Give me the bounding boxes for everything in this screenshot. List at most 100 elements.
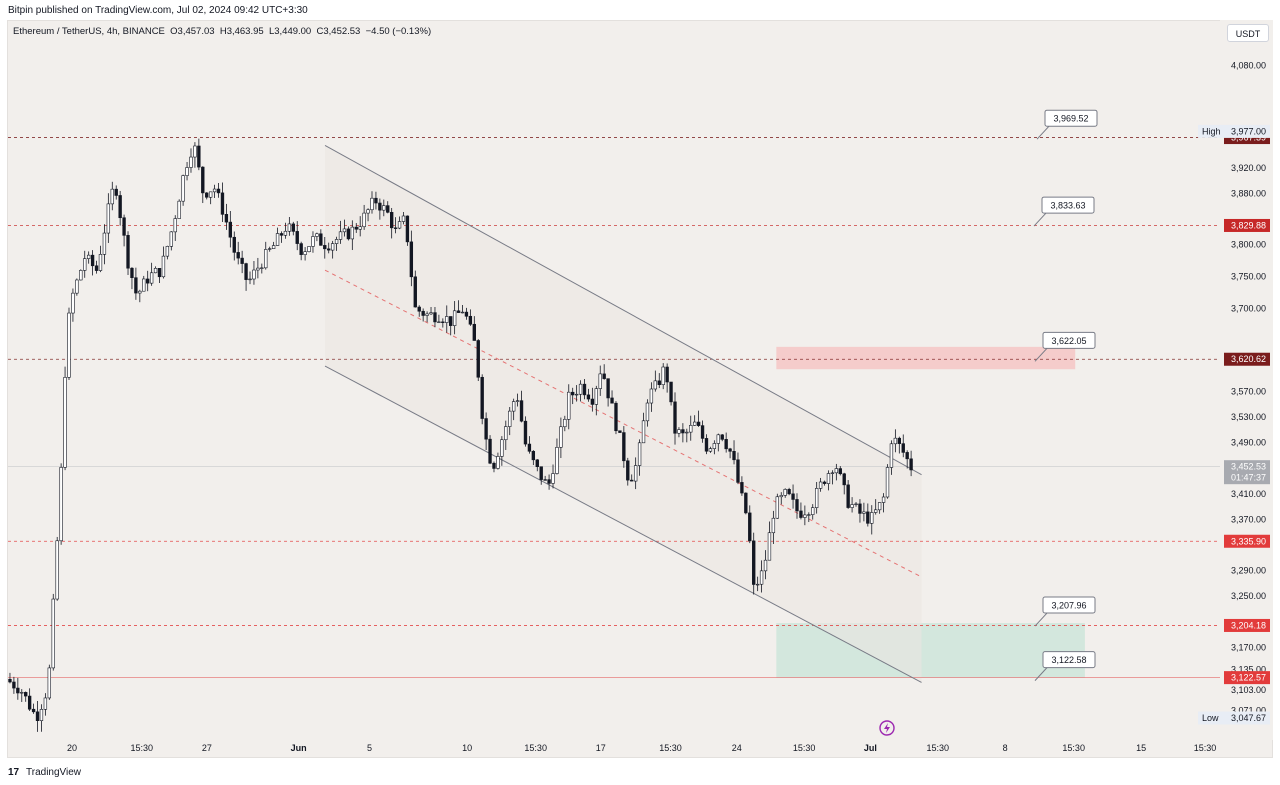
- candle-body: [177, 200, 181, 219]
- candle-body: [236, 252, 240, 259]
- time-tick-label: 8: [1003, 743, 1008, 753]
- candle: [850, 497, 854, 513]
- candle: [641, 412, 646, 444]
- candle-body: [712, 443, 717, 449]
- current-price-bg: [1224, 460, 1270, 485]
- candle: [212, 184, 217, 199]
- level-price-label: 3,122.57: [1231, 673, 1266, 683]
- candle: [382, 199, 386, 217]
- candle-body: [330, 243, 335, 251]
- candle: [295, 221, 299, 251]
- candle-body: [271, 245, 276, 249]
- candle-body: [224, 214, 229, 223]
- tradingview-brand[interactable]: TradingView: [26, 767, 82, 778]
- candle: [71, 288, 75, 322]
- time-tick-label: 15:30: [926, 743, 949, 753]
- candle-body: [295, 231, 299, 244]
- candle: [201, 166, 205, 204]
- candle: [252, 261, 256, 285]
- candle-body: [201, 166, 205, 194]
- candle: [401, 212, 406, 225]
- low-bg: [1198, 711, 1270, 725]
- candle: [614, 401, 618, 435]
- candle: [736, 452, 740, 485]
- candle-body: [197, 145, 201, 168]
- time-tick-label: 17: [596, 743, 606, 753]
- candle: [511, 398, 516, 421]
- candle-body: [429, 312, 433, 315]
- candle: [244, 262, 248, 291]
- candle-body: [86, 254, 91, 259]
- callout-box[interactable]: [1042, 331, 1096, 349]
- candle: [846, 480, 850, 509]
- candle-body: [531, 450, 536, 461]
- level-price-label-bg: [1224, 671, 1270, 685]
- price-tick-label: 3,071.00: [1231, 706, 1266, 716]
- candle-body: [126, 235, 130, 269]
- candle: [386, 201, 390, 214]
- candle: [315, 232, 319, 242]
- callout-box[interactable]: [1041, 196, 1095, 214]
- time-axis[interactable]: 20 15:30 27 Jun 5 10 15:30 17 15:30 24 15:30 Jul 15:…: [67, 743, 1216, 753]
- candle: [488, 435, 492, 465]
- candle: [303, 247, 307, 261]
- candle-body: [842, 473, 846, 486]
- candle-body: [874, 509, 878, 513]
- candle-body: [484, 418, 488, 440]
- candle: [330, 240, 335, 259]
- candle: [767, 521, 772, 561]
- candle-body: [24, 692, 28, 697]
- callout-box[interactable]: [1042, 651, 1096, 669]
- level-price-label: 3,335.90: [1231, 536, 1266, 546]
- currency-button[interactable]: USDT: [1227, 24, 1269, 42]
- candle: [779, 492, 783, 505]
- candle-body: [8, 678, 12, 683]
- candle: [909, 450, 913, 477]
- candle-body: [767, 532, 772, 561]
- candle: [417, 305, 421, 317]
- candle: [807, 512, 811, 523]
- price-tick-label: 3,570.00: [1231, 387, 1266, 397]
- price-tick-label: 3,490.00: [1231, 438, 1266, 448]
- candle: [327, 242, 331, 254]
- candle-body: [334, 239, 339, 244]
- price-tick-label: 3,750.00: [1231, 272, 1266, 282]
- candle-body: [838, 468, 842, 475]
- candle-body: [862, 511, 866, 514]
- candle-body: [138, 290, 142, 294]
- candle: [791, 484, 795, 509]
- candle-body: [102, 232, 107, 255]
- callout-box[interactable]: [1044, 109, 1098, 127]
- candle-body: [12, 681, 16, 689]
- current-price-label: 3,452.53: [1231, 462, 1266, 472]
- candle-body: [480, 376, 484, 419]
- candle: [27, 688, 32, 712]
- candle-body: [614, 402, 618, 432]
- lightning-icon[interactable]: [879, 720, 895, 736]
- candle-body: [881, 496, 886, 503]
- callout-box[interactable]: [1042, 596, 1096, 614]
- tradingview-logo-icon[interactable]: 17: [8, 767, 20, 778]
- candle-body: [783, 489, 787, 496]
- candle-body: [854, 503, 858, 506]
- candle: [795, 493, 799, 519]
- candle: [696, 410, 701, 427]
- candle-body: [71, 292, 75, 314]
- candle: [689, 415, 693, 441]
- candle-body: [547, 479, 551, 484]
- candle: [669, 381, 673, 406]
- candle: [425, 311, 429, 323]
- candle-body: [401, 215, 406, 222]
- candle: [653, 370, 658, 392]
- time-tick-label: 24: [732, 743, 742, 753]
- candle: [649, 382, 654, 412]
- symbol-name: Ethereum / TetherUS, 4h, BINANCE: [13, 26, 165, 37]
- candle: [55, 536, 59, 601]
- candle: [311, 231, 315, 253]
- candle-body: [535, 459, 539, 467]
- price-axis[interactable]: 4,080.00 3,920.00 3,880.00 3,800.00 3,750.00…: [1198, 20, 1273, 740]
- candle-body: [409, 241, 414, 278]
- callout-pointer: [1034, 347, 1048, 362]
- candle-body: [110, 188, 114, 205]
